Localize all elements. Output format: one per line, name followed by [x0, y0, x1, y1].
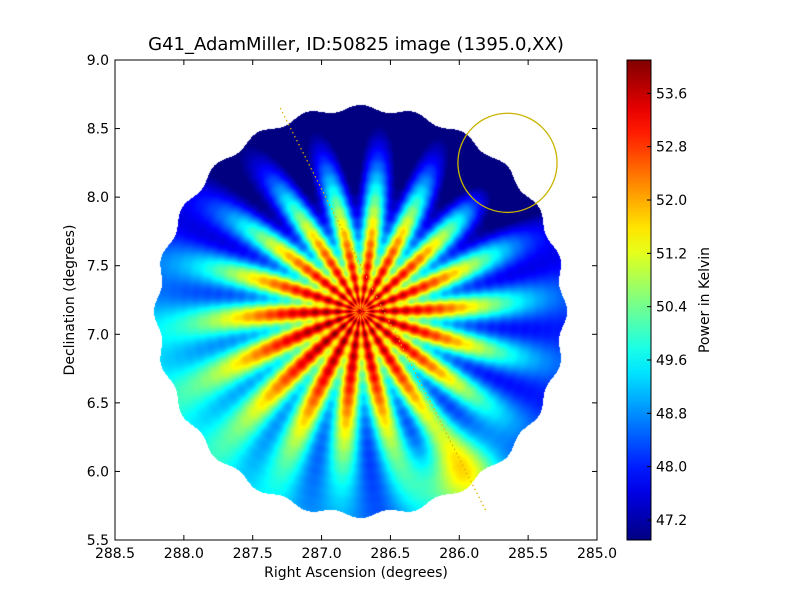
- y-tick-label: 7.5: [87, 259, 109, 275]
- colorbar-tick-label: 52.0: [656, 193, 687, 209]
- x-tick-label: 286.5: [370, 546, 410, 562]
- x-tick-label: 288.5: [95, 546, 135, 562]
- heatmap-image: [115, 60, 597, 540]
- x-tick-label: 286.0: [439, 546, 479, 562]
- colorbar-tick-label: 49.6: [656, 353, 687, 369]
- colorbar-tick-label: 53.6: [656, 86, 687, 102]
- x-tick-label: 287.0: [302, 546, 342, 562]
- plot-frame: [114, 59, 598, 541]
- colorbar-tick-label: 51.2: [656, 246, 687, 262]
- colorbar-tick-label: 50.4: [656, 300, 687, 316]
- x-tick-label: 285.5: [508, 546, 548, 562]
- y-tick-label: 8.0: [87, 190, 109, 206]
- colorbar-tick-label: 47.2: [656, 513, 687, 529]
- colorbar-label: Power in Kelvin: [697, 247, 713, 353]
- colorbar-tick-label: 48.0: [656, 460, 687, 476]
- colorbar: [626, 59, 652, 541]
- y-tick-label: 7.0: [87, 327, 109, 343]
- x-tick-label: 288.0: [164, 546, 204, 562]
- dotted-line: [279, 107, 488, 513]
- circle-marker: [457, 112, 558, 214]
- x-tick-label: 285.0: [577, 546, 617, 562]
- colorbar-tick-label: 52.8: [656, 140, 687, 156]
- y-axis-label: Declination (degrees): [62, 225, 78, 376]
- y-tick-label: 6.5: [87, 396, 109, 412]
- y-tick-label: 9.0: [87, 53, 109, 69]
- x-tick-label: 287.5: [233, 546, 273, 562]
- x-axis-label: Right Ascension (degrees): [264, 565, 448, 581]
- y-tick-label: 5.5: [87, 533, 109, 549]
- colorbar-tick-label: 48.8: [656, 406, 687, 422]
- y-tick-label: 8.5: [87, 122, 109, 138]
- chart-title: G41_AdamMiller, ID:50825 image (1395.0,X…: [148, 34, 564, 55]
- y-tick-label: 6.0: [87, 464, 109, 480]
